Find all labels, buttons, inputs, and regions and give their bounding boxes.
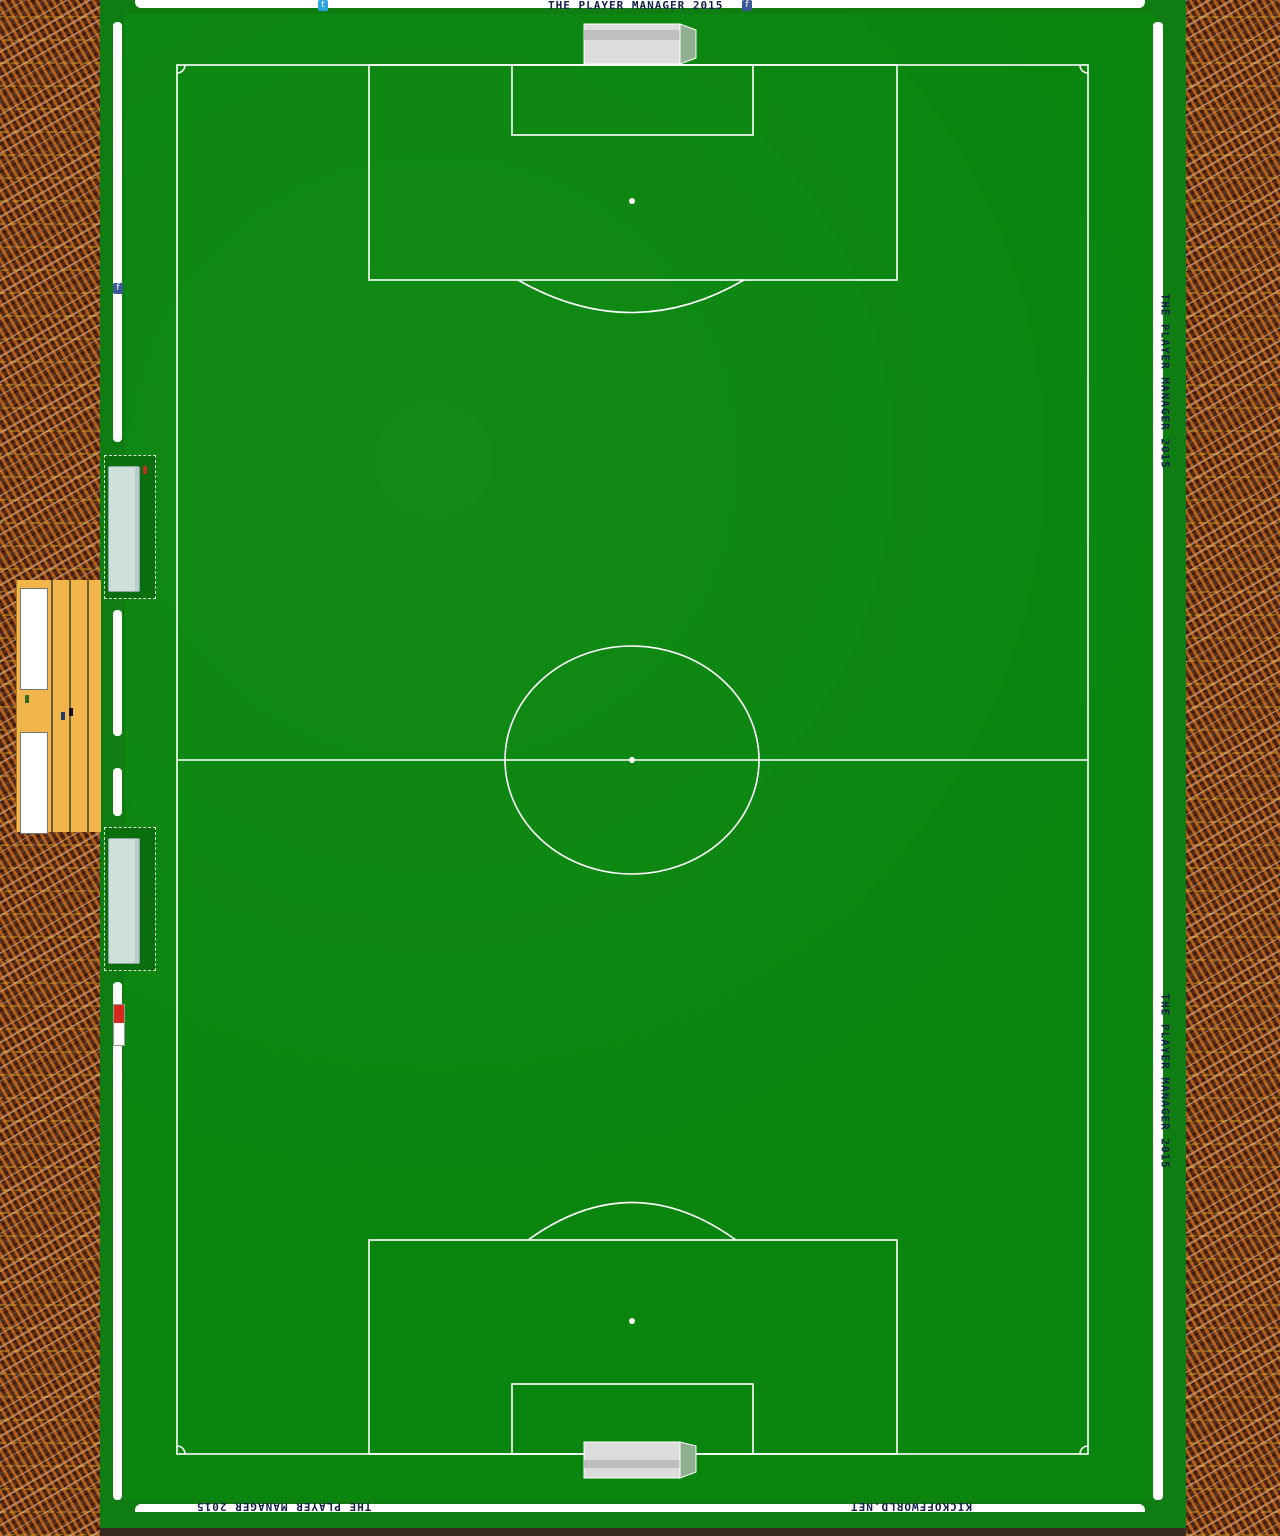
official-figure [25,695,29,703]
penalty-area-bottom [368,1239,898,1455]
banner-title-right-2: THE PLAYER MANAGER 2015 [1158,993,1172,1169]
tunnel-panel-1 [20,588,48,690]
official-figure-2 [61,712,65,720]
crowd-stand-bottom [100,1528,1186,1536]
official-figure-3 [69,708,73,716]
corner-arc-bottom-left [176,1445,186,1455]
corner-arc-top-left [176,64,186,74]
corner-arc-top-right [1079,64,1089,74]
penalty-arc-top [517,279,745,314]
ad-board-left-3 [113,768,122,816]
ad-board-bottom [135,1504,1145,1512]
facebook-icon-side[interactable]: f [113,283,123,294]
bench-home [108,466,140,592]
facebook-icon[interactable]: f [742,0,752,11]
ad-board-left-2 [113,610,122,736]
bench-away [108,838,140,964]
dugout-away [104,827,156,971]
goal-area-top [511,64,754,136]
twitter-icon[interactable]: t [318,0,328,11]
tunnel-panel-2 [20,732,48,834]
penalty-spot-top [629,198,635,204]
goal-bottom [583,1441,697,1479]
banner-title-top: THE PLAYER MANAGER 2015 [548,0,724,12]
banner-title-bottom-left: THE PLAYER MANAGER 2015 [196,1500,372,1513]
ad-board-right [1153,22,1163,1500]
crowd-stand-right [1186,0,1280,1536]
goal-top [583,23,697,65]
banner-title-right-1: THE PLAYER MANAGER 2015 [1158,293,1172,469]
centre-circle [504,645,760,875]
ad-board-left-1 [113,22,122,442]
centre-spot [629,757,635,763]
penalty-arc-bottom [527,1201,737,1241]
pitch-grass [125,14,1155,1500]
penalty-spot-bottom [629,1318,635,1324]
players-tunnel [16,580,101,834]
penalty-area-top [368,64,898,281]
banner-url-bottom-right: KICKOFFWORLD.NET [850,1500,972,1513]
manager-figure [143,466,147,474]
ad-board-left-4 [113,982,122,1500]
ad-board-top [135,0,1145,8]
corner-arc-bottom-right [1079,1445,1089,1455]
dugout-home [104,455,156,599]
youtube-icon[interactable] [113,1004,125,1046]
